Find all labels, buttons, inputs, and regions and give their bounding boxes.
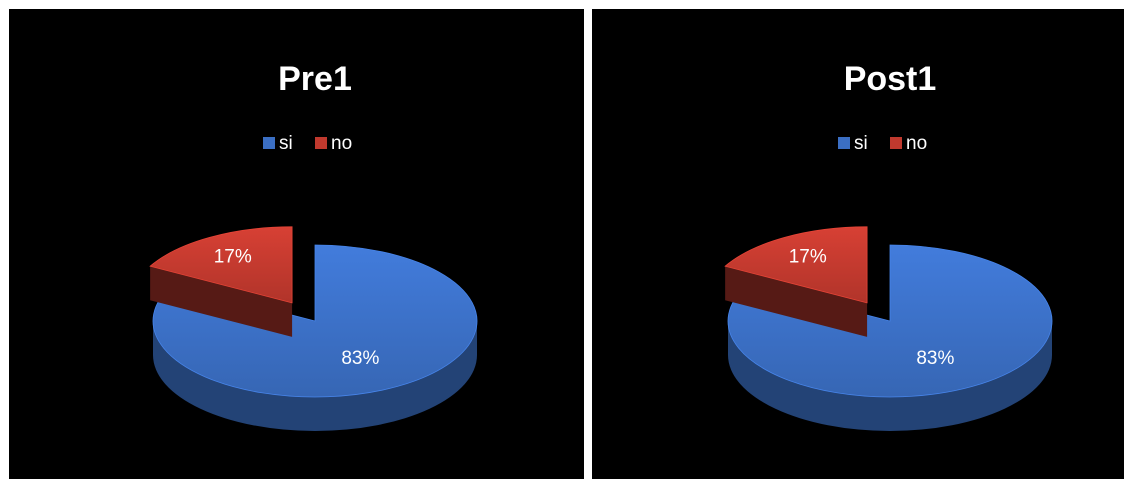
legend-swatch-si xyxy=(838,137,850,149)
legend-label-si: si xyxy=(279,133,293,154)
data-label-no: 17% xyxy=(789,247,827,268)
legend-swatch-si xyxy=(263,137,275,149)
pie-slice-no xyxy=(724,226,868,337)
pie-chart-pre1: Pre1 si no 83% 17% xyxy=(149,60,478,431)
legend-swatch-no xyxy=(315,137,327,149)
pie-slice-no xyxy=(149,226,293,337)
legend-item-no: no xyxy=(315,133,352,154)
chart-panel-post1: Post1 si no 83% 17% xyxy=(592,9,1124,479)
legend-swatch-no xyxy=(890,137,902,149)
legend-item-no: no xyxy=(890,133,927,154)
legend-label-no: no xyxy=(331,133,352,154)
legend-item-si: si xyxy=(838,133,868,154)
chart-title: Pre1 xyxy=(278,60,352,98)
legend-label-no: no xyxy=(906,133,927,154)
chart-title: Post1 xyxy=(844,60,937,98)
data-label-si: 83% xyxy=(341,348,379,369)
data-label-no: 17% xyxy=(214,247,252,268)
pie-chart-post1: Post1 si no 83% 17% xyxy=(724,60,1053,431)
legend-label-si: si xyxy=(854,133,868,154)
data-label-si: 83% xyxy=(916,348,954,369)
chart-panel-pre1: Pre1 si no 83% 17% xyxy=(9,9,584,479)
legend-item-si: si xyxy=(263,133,293,154)
